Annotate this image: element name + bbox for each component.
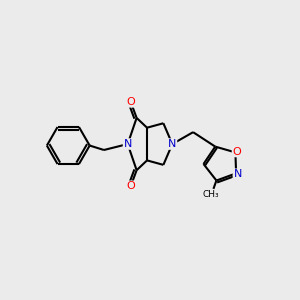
Text: O: O — [126, 181, 135, 191]
Text: N: N — [124, 139, 132, 149]
Text: N: N — [233, 169, 242, 179]
Text: CH₃: CH₃ — [202, 190, 219, 199]
Text: N: N — [168, 139, 176, 149]
Text: O: O — [232, 146, 241, 157]
Text: O: O — [126, 97, 135, 107]
